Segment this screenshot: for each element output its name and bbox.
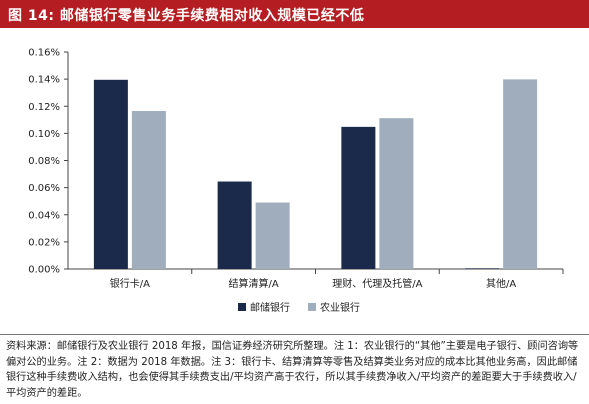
y-tick-label: 0.12% — [28, 102, 60, 113]
y-tick-label: 0.00% — [28, 265, 60, 276]
legend-label: 邮储银行 — [250, 301, 290, 314]
bar-psbc — [217, 181, 252, 269]
y-tick-label: 0.04% — [28, 210, 60, 221]
bar-psbc — [465, 268, 500, 269]
bar-abc — [255, 202, 290, 269]
y-tick-label: 0.14% — [28, 75, 60, 86]
y-tick-label: 0.06% — [28, 183, 60, 194]
bar-chart: 0.00% 0.02% 0.04% 0.06% 0.08% 0.10% 0.12% 0.14%… — [28, 48, 564, 314]
source-note: 资料来源：邮储银行及农业银行 2018 年报，国信证券经济研究所整理。注 1：农… — [6, 341, 579, 399]
chart-bars — [93, 79, 538, 270]
legend-label: 农业银行 — [320, 301, 360, 314]
bar-psbc — [341, 126, 376, 270]
figure-title: 图 14: 邮储银行零售业务手续费相对收入规模已经不低 — [8, 8, 365, 24]
legend-swatch — [238, 303, 246, 311]
x-tick-label: 银行卡/A — [110, 277, 150, 290]
bar-abc — [379, 118, 414, 269]
x-tick-label: 理财、代理及托管/A — [332, 277, 422, 290]
y-tick-label: 0.10% — [28, 129, 60, 140]
title-bar: 图 14: 邮储银行零售业务手续费相对收入规模已经不低 — [0, 0, 589, 28]
chart-legend: 邮储银行 农业银行 — [238, 301, 360, 314]
bar-psbc — [93, 79, 128, 269]
x-tick-label: 结算清算/A — [229, 277, 279, 290]
y-tick-label: 0.08% — [28, 156, 60, 167]
x-tick-label: 其他/A — [486, 277, 516, 290]
legend-swatch — [308, 303, 316, 311]
bar-abc — [503, 79, 538, 269]
bar-abc — [131, 110, 166, 269]
note-divider — [0, 334, 589, 335]
y-tick-label: 0.02% — [28, 237, 60, 248]
y-tick-label: 0.16% — [28, 48, 60, 59]
